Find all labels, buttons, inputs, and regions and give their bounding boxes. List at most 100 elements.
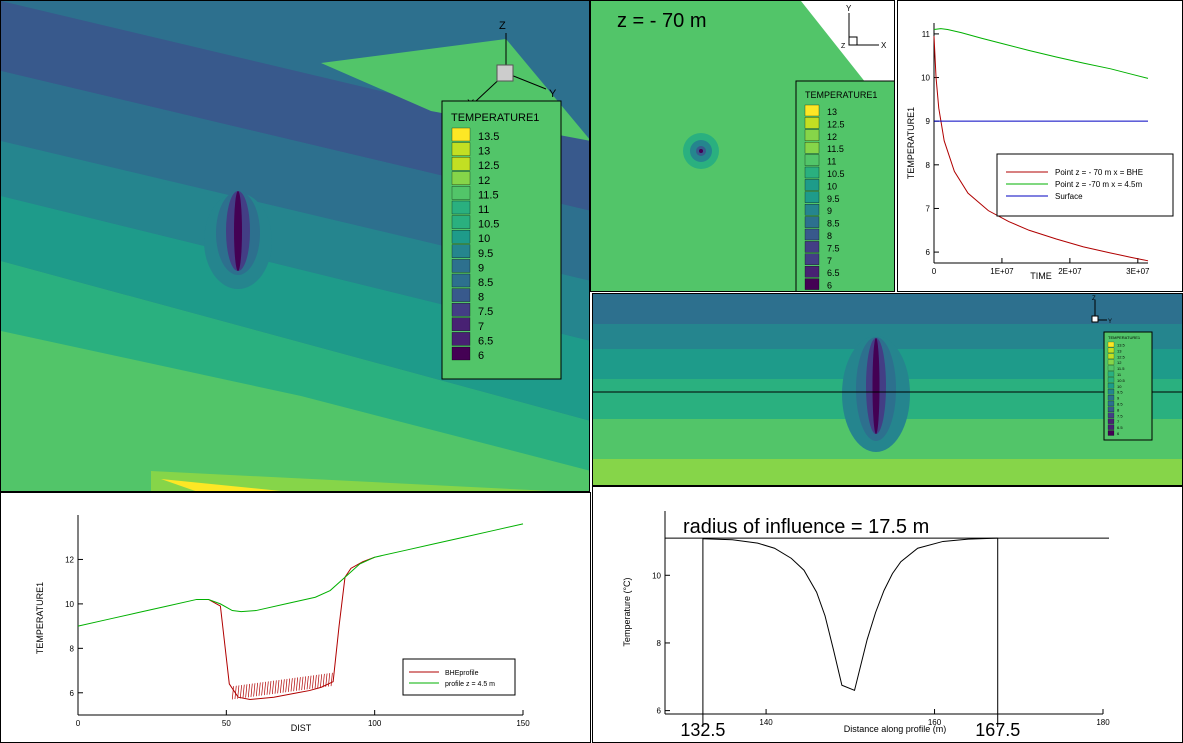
axis-y-label: Y: [549, 88, 557, 100]
legend-level-label: 6.5: [827, 268, 840, 278]
axis-x-label: X: [881, 41, 887, 50]
bhe-oscillation: [261, 682, 264, 696]
bhe-oscillation: [253, 683, 256, 697]
legend-3d: TEMPERATURE1 13.5 13 12.5 12 11.5 11 10.5 10 9.5…: [441, 100, 562, 380]
bhe-oscillation: [277, 679, 280, 694]
profile-chart: DIST TEMPERATURE1 0 50 100 150 6 8 10 12 BHEprof…: [35, 515, 530, 733]
legend-title: TEMPERATURE1: [805, 90, 877, 100]
panel-time-series: TIME TEMPERATURE1 0 1E+07 2E+07 3E+07 6 7 8 9 10…: [897, 0, 1183, 292]
bhe-oscillation: [325, 673, 328, 687]
bhe-oscillation: [245, 684, 248, 698]
legend-swatch: [804, 129, 820, 141]
legend-swatch: [1107, 353, 1115, 359]
legend-level-label: 7.5: [478, 306, 493, 318]
x-tick-label: 100: [368, 719, 382, 728]
legend-swatch: [1107, 412, 1115, 418]
legend-swatch: [804, 191, 820, 203]
x-tick-label: 140: [759, 718, 773, 727]
panel-3d-view: Z Y X TEMPERATURE1 13.51312.51211.51110.…: [0, 0, 590, 492]
legend-swatch: [1107, 383, 1115, 389]
section-band: [593, 459, 1182, 485]
legend-swatch: [451, 288, 471, 302]
legend-swatch: [451, 215, 471, 229]
y-axis-label: TEMPERATURE1: [906, 107, 916, 179]
legend-entry: Point z = -70 m x = 4.5m: [1055, 180, 1142, 189]
bhe-oscillation: [247, 683, 250, 698]
bhe-oscillation: [271, 680, 274, 695]
3d-layer-band: [161, 479, 281, 491]
legend-swatch: [804, 216, 820, 228]
legend-swatch: [1107, 377, 1115, 383]
legend-level-label: 6: [478, 350, 484, 362]
legend-level-label: 7.5: [1117, 413, 1123, 418]
legend-swatch: [804, 228, 820, 241]
x-tick-label: 150: [516, 719, 530, 728]
legend-level-label: 9: [1117, 396, 1120, 401]
bhe-oscillation: [266, 681, 269, 695]
reference-marker-label: 167.5: [975, 720, 1020, 740]
legend-level-label: 7: [1117, 419, 1120, 424]
chart-legend-box: [402, 658, 516, 696]
legend-swatch: [804, 142, 820, 154]
y-tick-label: 6: [926, 248, 931, 257]
bhe-oscillation: [312, 675, 315, 689]
panel-profile: DIST TEMPERATURE1 0 50 100 150 6 8 10 12 BHEprof…: [0, 492, 591, 743]
legend-level-label: 12: [827, 132, 837, 142]
legend-level-label: 9: [478, 262, 484, 274]
legend-swatch: [804, 166, 820, 179]
legend-level-label: 11: [827, 157, 836, 167]
legend-level-label: 9.5: [478, 248, 493, 260]
legend-level-label: 9: [827, 206, 832, 216]
bhe-oscillation: [269, 681, 272, 695]
axis-y-label: Y: [846, 4, 852, 13]
legend-entry: Point z = - 70 m x = BHE: [1055, 168, 1143, 177]
legend-swatch: [804, 241, 820, 253]
legend-level-label: 12: [1117, 360, 1122, 365]
axis-z-label: Z: [841, 43, 846, 50]
legend-level-label: 11: [1117, 372, 1122, 377]
legend-swatch: [451, 230, 471, 244]
legend-level-label: 10.5: [478, 219, 499, 231]
legend-level-label: 11.5: [478, 189, 499, 201]
section-band: [593, 294, 1182, 324]
x-tick-label: 2E+07: [1058, 267, 1082, 276]
bhe-oscillation: [317, 674, 320, 688]
legend-swatch: [804, 253, 820, 265]
legend-swatch: [804, 204, 820, 216]
bhe-oscillation: [255, 682, 258, 697]
bhe-oscillation: [320, 674, 323, 688]
bhe-oscillation: [304, 676, 307, 690]
3d-layer-band: [1, 331, 589, 491]
legend-swatch: [804, 117, 820, 129]
bhe-oscillation: [274, 680, 277, 694]
y-tick-label: 6: [70, 689, 75, 698]
legend-swatch: [451, 303, 471, 317]
legend-swatch: [451, 171, 471, 185]
x-tick-label: 180: [1096, 718, 1110, 727]
series-line-1: [77, 523, 524, 627]
legend-level-label: 10.5: [827, 169, 845, 179]
legend-swatch: [451, 127, 471, 142]
panel-plan-view: z = - 70 m Y X Z TEMPERATURE1 13 12.5 12 11…: [590, 0, 895, 292]
y-tick-label: 11: [922, 30, 931, 39]
bhe-oscillation: [250, 683, 253, 697]
series-line-1: [933, 28, 1149, 79]
legend-level-label: 9.5: [1117, 390, 1123, 395]
legend-swatch: [1107, 430, 1115, 436]
legend-level-label: 13: [827, 107, 837, 117]
legend-swatch: [1107, 418, 1115, 424]
legend-level-label: 10: [827, 181, 837, 191]
plan-title: z = - 70 m: [617, 10, 706, 32]
axis-triad-icon: Y X Z: [841, 4, 887, 50]
y-tick-label: 10: [652, 571, 661, 580]
legend-swatch: [1107, 341, 1115, 348]
legend-level-label: 11.5: [827, 144, 844, 154]
legend-swatch: [1107, 400, 1115, 407]
legend-level-label: 6: [827, 281, 832, 291]
legend-plan: TEMPERATURE1 13 12.5 12 11.5 11 10.5 10 9.5 9 8.5…: [795, 80, 894, 291]
legend-level-label: 12: [478, 175, 490, 187]
legend-swatch: [1107, 394, 1115, 401]
bhe-oscillation: [309, 675, 312, 690]
legend-level-label: 6: [1117, 431, 1120, 436]
legend-level-label: 10: [1117, 384, 1122, 389]
